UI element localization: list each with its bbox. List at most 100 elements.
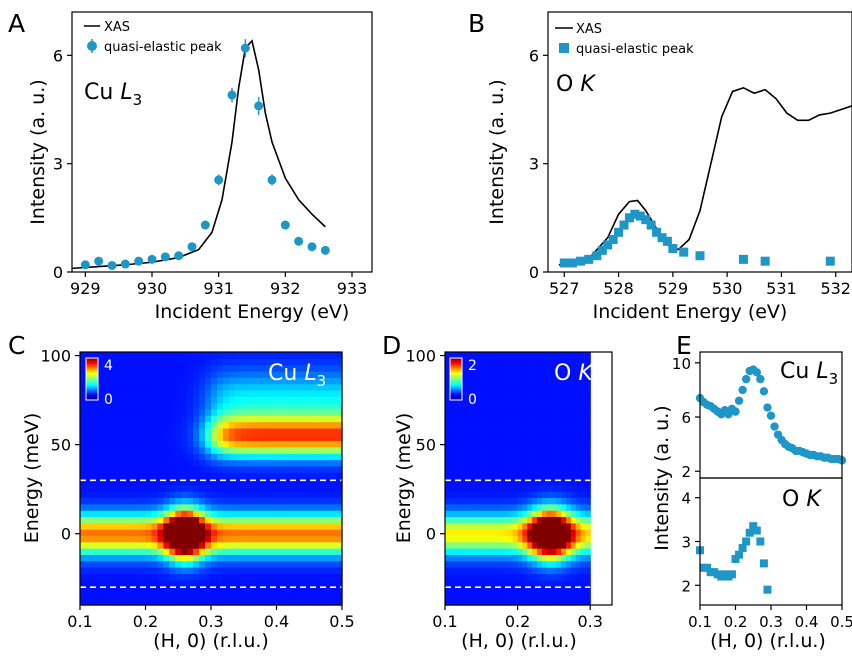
heatmap-cell	[330, 427, 337, 435]
heatmap-cell	[522, 364, 528, 372]
heatmap-cell	[551, 370, 557, 378]
quasi-elastic-point	[603, 240, 613, 250]
heatmap-cell	[270, 579, 278, 587]
legend-qe-a: quasi-elastic peak	[104, 40, 222, 55]
heatmap-cell	[121, 358, 129, 366]
heatmap-cell	[580, 573, 586, 581]
heatmap-cell	[216, 484, 224, 492]
heatmap-cell	[541, 440, 548, 448]
heatmap-cell	[276, 440, 284, 448]
legend-a: XAS quasi-elastic peak	[84, 20, 222, 55]
heatmap-cell	[483, 586, 490, 593]
heatmap-cell	[270, 592, 278, 600]
heatmap-cell	[246, 579, 254, 587]
heatmap-cell	[556, 440, 562, 448]
heatmap-cell	[169, 396, 176, 404]
heatmap-cell	[205, 529, 212, 537]
heatmap-cell	[181, 510, 188, 518]
heatmap-cell	[151, 358, 159, 366]
heatmap-cell	[175, 573, 182, 581]
heatmap-cell	[216, 415, 224, 423]
heatmap-cell	[157, 497, 164, 505]
heatmap-cell	[145, 453, 153, 461]
heatmap-cell	[575, 567, 582, 574]
heatmap-cell	[288, 377, 295, 385]
heatmap-cell	[498, 484, 504, 492]
heatmap-cell	[115, 592, 123, 600]
heatmap-cell	[551, 491, 557, 499]
heatmap-cell	[234, 522, 242, 530]
heatmap-cell	[566, 573, 572, 581]
heatmap-cell	[109, 497, 117, 505]
heatmap-cell	[527, 472, 533, 480]
heatmap-cell	[536, 598, 543, 606]
heatmap-cell	[109, 522, 117, 530]
heatmap-cell	[454, 446, 461, 454]
heatmap-cell	[336, 352, 343, 359]
heatmap-cell	[536, 510, 543, 518]
heatmap-cell	[264, 586, 272, 593]
heatmap-cell	[127, 472, 135, 480]
heatmap-cell	[91, 352, 99, 359]
heatmap-cell	[300, 352, 307, 359]
heatmap-cell	[80, 516, 87, 524]
heatmap-cell	[324, 510, 331, 518]
quasi-elastic-point	[679, 247, 689, 257]
heatmap-cell	[318, 459, 325, 467]
heatmap-cell	[546, 383, 553, 391]
heatmap-cell	[91, 478, 99, 486]
heatmap-cell	[312, 440, 319, 448]
heatmap-cell	[240, 497, 248, 505]
heatmap-cell	[80, 465, 87, 473]
heatmap-cell	[551, 453, 557, 461]
heatmap-cell	[145, 560, 153, 568]
heatmap-cell	[115, 472, 123, 480]
heatmap-cell	[503, 472, 509, 480]
heatmap-cell	[199, 522, 206, 530]
heatmap-cell	[551, 586, 557, 593]
heatmap-cell	[211, 421, 218, 429]
heatmap-cell	[175, 560, 182, 568]
heatmap-cell	[580, 541, 586, 549]
heatmap-cell	[469, 592, 475, 600]
heatmap-cell	[288, 465, 295, 473]
heatmap-cell	[585, 370, 591, 378]
x-tick-label: 0.3	[198, 612, 223, 631]
heatmap-cell	[493, 364, 499, 372]
heatmap-cell	[532, 383, 538, 391]
heatmap-cell	[306, 598, 313, 606]
heatmap-cell	[294, 459, 301, 467]
heatmap-cell	[312, 472, 319, 480]
heatmap-cell	[585, 535, 591, 543]
heatmap-cell	[121, 541, 129, 549]
heatmap-cell	[145, 510, 153, 518]
heatmap-cell	[541, 573, 548, 581]
heatmap-cell	[312, 383, 319, 391]
quasi-elastic-point	[646, 220, 656, 230]
heatmap-cell	[536, 554, 543, 562]
heatmap-cell	[127, 478, 135, 486]
heatmap-cell	[478, 598, 485, 606]
heatmap-cell	[306, 484, 313, 492]
heatmap-cell	[324, 586, 331, 593]
heatmap-cell	[240, 598, 248, 606]
heatmap-cell	[459, 402, 465, 410]
heatmap-cell	[330, 383, 337, 391]
heatmap-cell	[97, 421, 105, 429]
heatmap-cell	[300, 377, 307, 385]
heatmap-cell	[474, 415, 480, 423]
heatmap-cell	[324, 503, 331, 511]
heatmap-cell	[139, 516, 147, 524]
heatmap-cell	[503, 484, 509, 492]
heatmap-cell	[556, 522, 562, 530]
heatmap-cell	[270, 535, 278, 543]
heatmap-cell	[139, 579, 147, 587]
heatmap-cell	[133, 434, 141, 442]
heatmap-cell	[169, 459, 176, 467]
heatmap-cell	[336, 541, 343, 549]
heatmap-cell	[445, 522, 451, 530]
heatmap-cell	[145, 427, 153, 435]
heatmap-cell	[205, 548, 212, 555]
heatmap-cell	[264, 352, 272, 359]
heatmap-cell	[459, 415, 465, 423]
